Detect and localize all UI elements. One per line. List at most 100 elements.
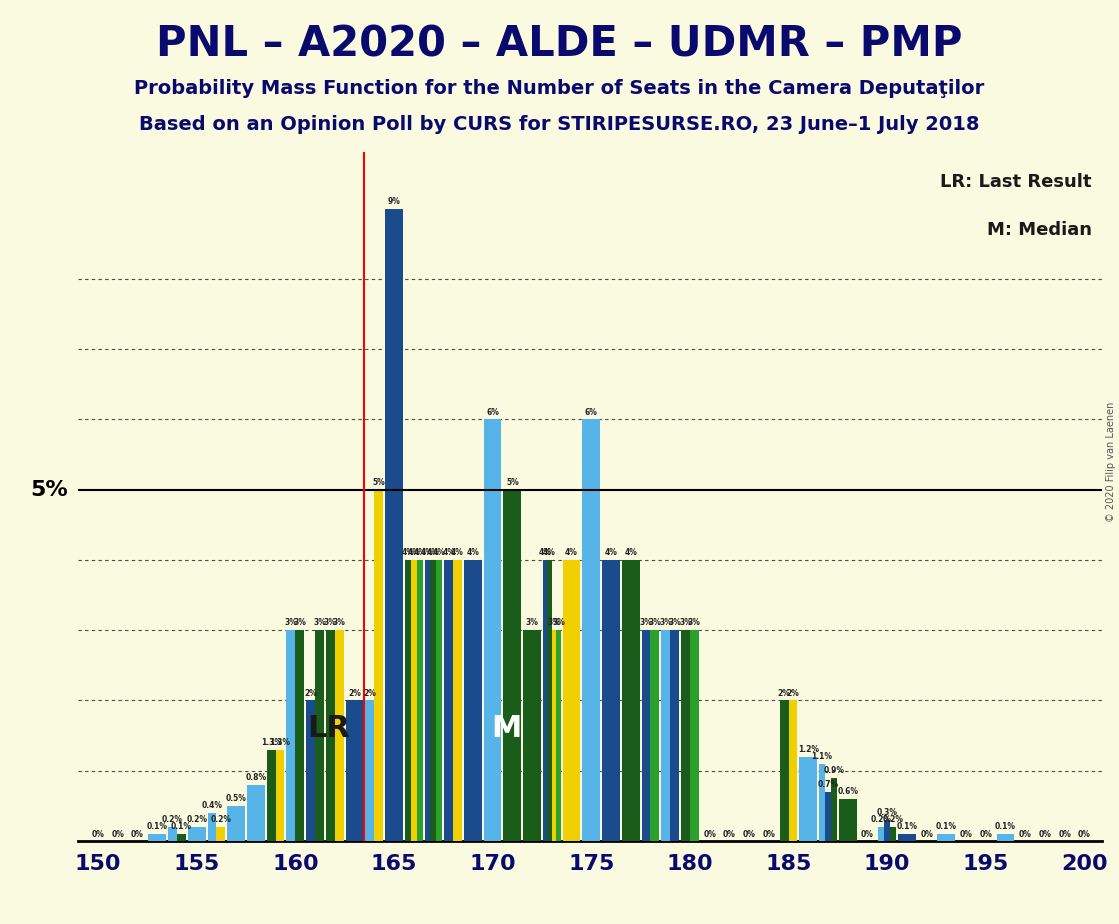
Text: LR: LR [308, 714, 350, 743]
Text: 0.2%: 0.2% [162, 815, 184, 824]
Bar [547, 560, 552, 841]
Text: Based on an Opinion Poll by CURS for STIRIPESURSE.RO, 23 June–1 July 2018: Based on an Opinion Poll by CURS for STI… [139, 116, 980, 135]
Text: 3%: 3% [648, 618, 661, 627]
Bar [168, 827, 177, 841]
Bar [650, 630, 659, 841]
Bar [622, 560, 640, 841]
Text: 3%: 3% [659, 618, 673, 627]
Bar [416, 560, 423, 841]
Text: 4%: 4% [413, 548, 426, 557]
Bar [316, 630, 323, 841]
Bar [789, 700, 798, 841]
Bar [799, 757, 817, 841]
Text: 1.3%: 1.3% [270, 737, 291, 747]
Bar [366, 700, 374, 841]
Bar [207, 813, 216, 841]
Text: 4%: 4% [442, 548, 455, 557]
Bar [780, 700, 789, 841]
Text: 3%: 3% [332, 618, 346, 627]
Text: 3%: 3% [552, 618, 565, 627]
Text: © 2020 Filip van Laenen: © 2020 Filip van Laenen [1107, 402, 1116, 522]
Text: 5%: 5% [30, 480, 68, 500]
Bar [563, 560, 581, 841]
Text: PNL – A2020 – ALDE – UDMR – PMP: PNL – A2020 – ALDE – UDMR – PMP [157, 23, 962, 65]
Text: 0.1%: 0.1% [171, 822, 192, 831]
Bar [247, 784, 265, 841]
Text: 4%: 4% [451, 548, 464, 557]
Bar [839, 798, 857, 841]
Bar [602, 560, 620, 841]
Bar [177, 833, 186, 841]
Bar [464, 560, 482, 841]
Text: 3%: 3% [526, 618, 538, 627]
Text: 0.1%: 0.1% [995, 822, 1016, 831]
Text: 5%: 5% [506, 478, 519, 487]
Text: 0.4%: 0.4% [201, 801, 223, 810]
Text: 0%: 0% [1038, 831, 1052, 839]
Text: 3%: 3% [688, 618, 700, 627]
Text: 0.9%: 0.9% [824, 766, 845, 775]
Text: 0.2%: 0.2% [186, 815, 207, 824]
Bar [431, 560, 436, 841]
Text: 0%: 0% [1078, 831, 1091, 839]
Text: 4%: 4% [565, 548, 579, 557]
Bar [819, 763, 825, 841]
Bar [552, 630, 556, 841]
Text: 1.2%: 1.2% [798, 745, 819, 754]
Text: 6%: 6% [486, 407, 499, 417]
Text: 1.3%: 1.3% [261, 737, 282, 747]
Text: 6%: 6% [585, 407, 598, 417]
Bar [690, 630, 698, 841]
Text: 0%: 0% [112, 831, 124, 839]
Text: 4%: 4% [402, 548, 414, 557]
Text: 4%: 4% [407, 548, 420, 557]
Text: 4%: 4% [604, 548, 618, 557]
Bar [149, 833, 166, 841]
Bar [556, 630, 561, 841]
Bar [681, 630, 690, 841]
Bar [543, 560, 547, 841]
Text: 0.7%: 0.7% [818, 780, 838, 789]
Bar [326, 630, 335, 841]
Text: 4%: 4% [433, 548, 445, 557]
Bar [227, 806, 245, 841]
Bar [582, 419, 600, 841]
Text: 0.1%: 0.1% [147, 822, 168, 831]
Bar [444, 560, 453, 841]
Bar [831, 778, 837, 841]
Text: 0%: 0% [723, 831, 736, 839]
Text: 4%: 4% [467, 548, 479, 557]
Bar [483, 419, 501, 841]
Bar [307, 700, 316, 841]
Text: 0%: 0% [743, 831, 755, 839]
Text: 0%: 0% [1059, 831, 1071, 839]
Text: 0.8%: 0.8% [245, 772, 266, 782]
Bar [641, 630, 650, 841]
Text: 2%: 2% [778, 688, 790, 698]
Text: 0.3%: 0.3% [876, 808, 897, 817]
Bar [405, 560, 411, 841]
Bar [670, 630, 679, 841]
Text: 1.1%: 1.1% [811, 752, 833, 760]
Text: Probability Mass Function for the Number of Seats in the Camera Deputaţilor: Probability Mass Function for the Number… [134, 79, 985, 98]
Text: 0.2%: 0.2% [871, 815, 892, 824]
Bar [878, 827, 884, 841]
Bar [424, 560, 431, 841]
Bar [188, 827, 206, 841]
Bar [275, 749, 284, 841]
Text: 0%: 0% [979, 831, 993, 839]
Bar [997, 833, 1015, 841]
Text: 0%: 0% [920, 831, 933, 839]
Text: 3%: 3% [313, 618, 326, 627]
Text: 3%: 3% [679, 618, 692, 627]
Text: 0%: 0% [861, 831, 874, 839]
Text: 2%: 2% [787, 688, 799, 698]
Bar [411, 560, 416, 841]
Text: 0.6%: 0.6% [837, 787, 858, 796]
Bar [453, 560, 462, 841]
Bar [335, 630, 344, 841]
Bar [385, 209, 403, 841]
Text: 0%: 0% [131, 831, 144, 839]
Text: 0%: 0% [762, 831, 775, 839]
Bar [286, 630, 295, 841]
